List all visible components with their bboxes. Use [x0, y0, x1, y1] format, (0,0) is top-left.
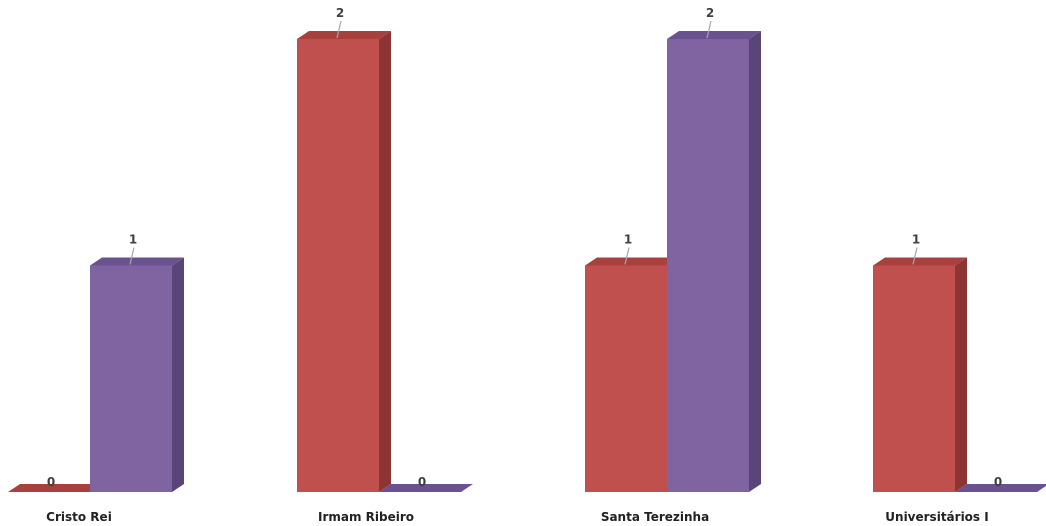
bar-side — [172, 257, 184, 492]
data-labels-layer: 0 1 2 0 1 2 1 0 — [47, 6, 1002, 489]
bar-1-1 — [379, 484, 473, 492]
category-label: Cristo Rei — [46, 510, 112, 524]
bar-side — [379, 31, 391, 492]
bar-front — [585, 265, 667, 492]
category-label: Universitários I — [885, 510, 988, 524]
bar-top — [90, 257, 184, 266]
bar-flat — [8, 484, 102, 492]
data-label: 1 — [624, 233, 632, 247]
data-label: 0 — [994, 475, 1002, 489]
category-label: Santa Terezinha — [601, 510, 709, 524]
bar-1-0 — [297, 31, 391, 492]
bar-top — [667, 31, 761, 39]
bar-3-0 — [873, 257, 967, 492]
data-label-leader — [336, 20, 342, 39]
bar-flat — [379, 484, 473, 492]
bar-0-1 — [90, 257, 184, 492]
category-label: Irmam Ribeiro — [318, 510, 414, 524]
data-label: 0 — [418, 475, 426, 489]
bar-side — [955, 257, 967, 492]
data-label-leader — [912, 247, 918, 265]
bar-0-0 — [8, 484, 102, 492]
bar-top — [297, 31, 391, 39]
data-label: 2 — [336, 6, 344, 20]
bar-flat — [955, 484, 1046, 492]
data-label: 1 — [129, 233, 137, 247]
bar-front — [667, 39, 749, 492]
data-label: 1 — [912, 233, 920, 247]
bar-2-1 — [667, 31, 761, 492]
bar-front — [90, 265, 172, 492]
bar-2-0 — [585, 257, 679, 492]
bar-top — [585, 257, 679, 266]
bar-front — [297, 39, 379, 492]
bars-layer — [8, 31, 1046, 492]
data-label-leader — [129, 247, 135, 265]
bar-side — [749, 31, 761, 492]
data-label-leader — [706, 20, 712, 39]
category-labels-layer: Cristo Rei Irmam Ribeiro Santa Terezinha Un… — [46, 510, 989, 524]
data-label-leader — [624, 247, 630, 265]
bar-top — [873, 257, 967, 266]
bar-front — [873, 265, 955, 492]
data-label: 0 — [47, 475, 55, 489]
bar-3-1 — [955, 484, 1046, 492]
data-label: 2 — [706, 6, 714, 20]
